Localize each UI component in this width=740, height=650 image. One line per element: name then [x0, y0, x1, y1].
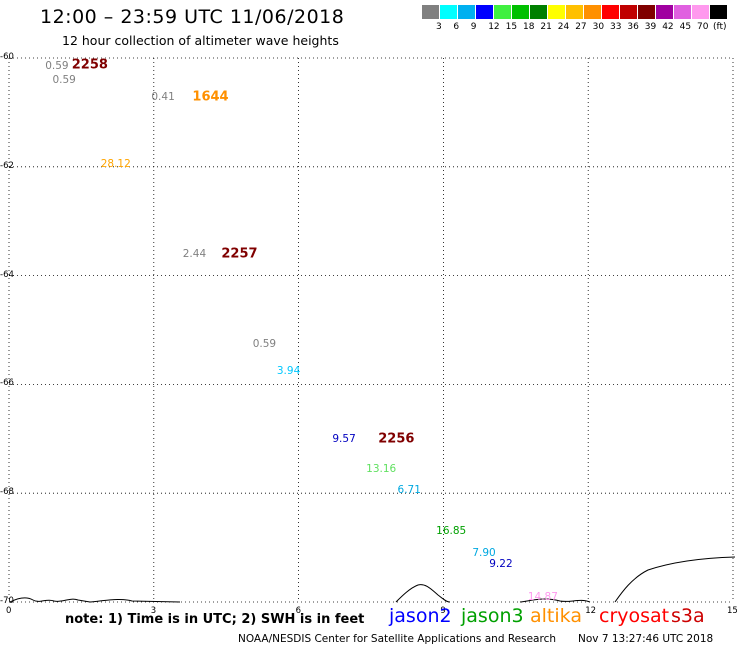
legend-swatch	[692, 5, 709, 19]
legend-swatch	[458, 5, 475, 19]
wave-height-value: 0.59	[45, 60, 69, 73]
mission-altika: altika	[530, 605, 582, 627]
latitude-label: -60	[0, 52, 14, 62]
mission-cryosat: cryosat	[599, 605, 670, 627]
legend-tick-label: 12	[488, 22, 500, 32]
legend-swatch	[674, 5, 691, 19]
legend-swatch	[602, 5, 619, 19]
pass-time-label: 2257	[221, 246, 258, 262]
legend-tick-label: 6	[453, 22, 460, 32]
coastline-antarctica	[9, 556, 736, 603]
longitude-label: 15	[727, 606, 738, 616]
credit-line: NOAA/NESDIS Center for Satellite Applica…	[238, 633, 556, 645]
pass-time-label: 2258	[71, 57, 108, 73]
legend-swatch	[584, 5, 601, 19]
legend-swatch	[530, 5, 547, 19]
latitude-label: -66	[0, 378, 14, 389]
wave-height-value: 2.44	[182, 247, 207, 260]
wave-height-value: 9.57	[332, 432, 356, 445]
wave-height-value: 0.59	[52, 73, 76, 86]
latitude-label: -68	[0, 487, 14, 498]
latitude-label: -70	[0, 596, 14, 606]
legend-tick-label: 9	[470, 22, 477, 32]
wave-height-value: 7.90	[472, 547, 496, 560]
longitude-label: 12	[585, 606, 597, 616]
legend-swatch	[566, 5, 583, 19]
map-title: 12:00 – 23:59 UTC 11/06/2018	[40, 6, 345, 28]
wave-height-value: 6.71	[397, 484, 421, 497]
legend-tick-label: 27	[575, 22, 587, 32]
legend-tick-label: 30	[592, 22, 605, 32]
mission-jason2: jason2	[389, 605, 452, 627]
legend-tick-label: 3	[436, 22, 442, 32]
legend-swatch	[512, 5, 529, 19]
wave-height-value: 9.22	[489, 557, 513, 570]
longitude-label: 6	[295, 606, 302, 616]
wave-height-value: 13.16	[366, 462, 397, 475]
legend-swatch	[440, 5, 457, 19]
legend-tick-label: 24	[557, 22, 570, 32]
pass-time-label: 1644	[192, 89, 229, 105]
generation-timestamp: Nov 7 13:27:46 UTC 2018	[578, 633, 714, 645]
map-subtitle: 12 hour collection of altimeter wave hei…	[62, 33, 339, 48]
legend-tick-label: 70	[697, 22, 709, 32]
legend-tick-label: 21	[540, 22, 552, 32]
lat-lon-grid	[8, 57, 734, 603]
footer-note: note: 1) Time is in UTC; 2) SWH is in fe…	[65, 612, 365, 627]
legend-swatch	[476, 5, 493, 19]
mission-jason3: jason3	[461, 605, 524, 627]
longitude-label: 3	[150, 606, 157, 616]
legend-swatch	[422, 5, 439, 19]
legend-units: (ft)	[713, 22, 727, 32]
legend-tick-label: 39	[644, 22, 657, 32]
latitude-label: -62	[0, 160, 14, 171]
legend-tick-label: 45	[679, 22, 692, 32]
wave-height-value: 28.12	[100, 158, 131, 171]
wave-height-value: 16.85	[436, 525, 467, 538]
latitude-label: -64	[0, 269, 14, 280]
legend-tick-label: 18	[523, 22, 535, 32]
wave-height-value: 0.59	[252, 337, 277, 350]
wave-height-value: 0.41	[151, 91, 175, 104]
mission-s3a: s3a	[671, 605, 705, 627]
legend-swatch	[620, 5, 637, 19]
legend-tick-label: 36	[627, 22, 639, 32]
legend-swatch	[638, 5, 655, 19]
legend-swatch	[710, 5, 727, 19]
legend-tick-label: 33	[610, 22, 622, 32]
longitude-label: 0	[6, 606, 12, 616]
legend-swatch	[494, 5, 511, 19]
wave-height-value: 3.94	[276, 364, 301, 377]
legend-tick-label: 15	[505, 22, 518, 32]
wave-height-value: 14.87	[527, 590, 558, 603]
pass-time-label: 2256	[378, 431, 415, 447]
legend-swatch	[656, 5, 673, 19]
legend-tick-label: 42	[662, 22, 674, 32]
legend-swatch	[548, 5, 565, 19]
longitude-label: 9	[440, 606, 446, 616]
